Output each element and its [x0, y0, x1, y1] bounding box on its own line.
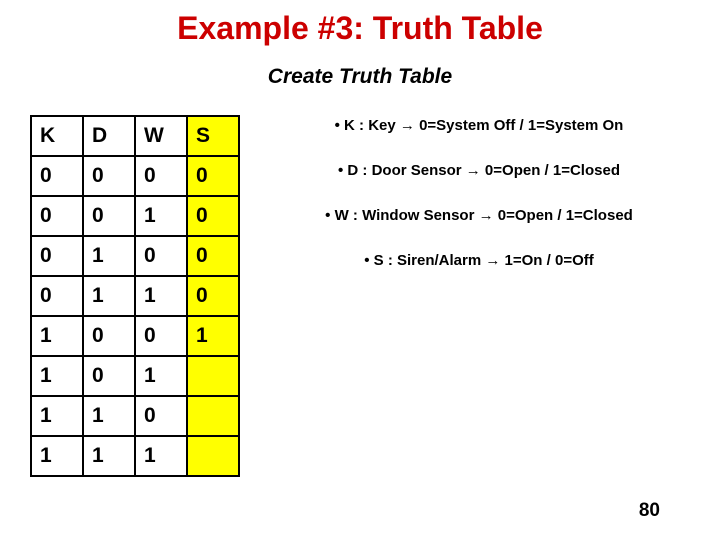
table-cell: 0	[135, 236, 187, 276]
table-row: 0100	[31, 236, 239, 276]
table-row: 101	[31, 356, 239, 396]
table-cell: 0	[135, 316, 187, 356]
legend-item: • W : Window Sensor → 0=Open / 1=Closed	[268, 207, 690, 224]
page-title: Example #3: Truth Table	[30, 10, 690, 47]
table-header-cell: K	[31, 116, 83, 156]
table-row: 111	[31, 436, 239, 476]
table-cell	[187, 396, 239, 436]
table-cell: 1	[31, 396, 83, 436]
table-row: 0010	[31, 196, 239, 236]
page-number: 80	[639, 500, 660, 522]
table-cell: 0	[187, 276, 239, 316]
table-cell: 1	[135, 436, 187, 476]
legend-item: • S : Siren/Alarm → 1=On / 0=Off	[268, 252, 690, 269]
truth-table: KDWS 00000010010001101001101110111	[30, 115, 240, 477]
table-body: 00000010010001101001101110111	[31, 156, 239, 476]
table-cell: 0	[135, 396, 187, 436]
table-cell: 0	[31, 236, 83, 276]
table-header-cell: W	[135, 116, 187, 156]
truth-table-wrap: KDWS 00000010010001101001101110111	[30, 115, 240, 477]
table-cell: 1	[83, 436, 135, 476]
table-cell: 0	[83, 356, 135, 396]
table-row: 0110	[31, 276, 239, 316]
table-row: 110	[31, 396, 239, 436]
table-cell: 0	[31, 156, 83, 196]
table-cell: 0	[83, 316, 135, 356]
table-cell: 1	[83, 396, 135, 436]
table-cell: 0	[31, 276, 83, 316]
content: KDWS 00000010010001101001101110111 • K :…	[30, 115, 690, 477]
table-cell: 0	[187, 196, 239, 236]
table-cell: 1	[31, 356, 83, 396]
table-cell: 0	[187, 156, 239, 196]
table-row: 1001	[31, 316, 239, 356]
legend: • K : Key → 0=System Off / 1=System On • …	[240, 115, 690, 477]
table-cell: 0	[135, 156, 187, 196]
table-cell	[187, 436, 239, 476]
table-header-row: KDWS	[31, 116, 239, 156]
table-cell: 0	[83, 156, 135, 196]
table-header-cell: D	[83, 116, 135, 156]
subtitle: Create Truth Table	[30, 65, 690, 89]
table-cell: 1	[187, 316, 239, 356]
legend-item: • D : Door Sensor → 0=Open / 1=Closed	[268, 162, 690, 179]
table-cell: 1	[135, 276, 187, 316]
table-cell: 0	[31, 196, 83, 236]
table-row: 0000	[31, 156, 239, 196]
table-cell: 1	[83, 236, 135, 276]
table-cell: 0	[83, 196, 135, 236]
table-header-cell: S	[187, 116, 239, 156]
table-cell: 1	[31, 316, 83, 356]
table-cell: 0	[187, 236, 239, 276]
legend-item: • K : Key → 0=System Off / 1=System On	[268, 117, 690, 134]
table-cell: 1	[31, 436, 83, 476]
table-cell	[187, 356, 239, 396]
table-cell: 1	[135, 196, 187, 236]
table-cell: 1	[83, 276, 135, 316]
table-cell: 1	[135, 356, 187, 396]
